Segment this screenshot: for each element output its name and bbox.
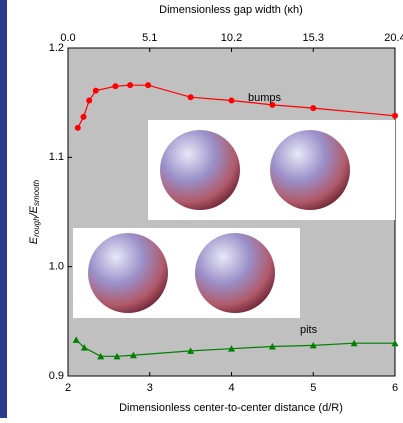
marker [188, 94, 194, 100]
y-label-part: /E [28, 205, 40, 217]
x-axis-label: Dimensionless center-to-center distance … [119, 402, 343, 414]
x2-tick-label: 20.4 [384, 32, 403, 44]
marker [86, 97, 92, 103]
side-strip [0, 0, 7, 418]
series-label: bumps [248, 92, 282, 104]
marker [127, 82, 133, 88]
series-label: pits [300, 324, 318, 336]
marker [229, 97, 235, 103]
y-axis-label: Erough/Esmooth [28, 179, 41, 244]
x-tick-label: 5 [310, 382, 316, 394]
x-tick-label: 2 [65, 382, 71, 394]
y-label-part: rough [32, 216, 41, 237]
sphere [160, 130, 240, 210]
y-tick-label: 0.9 [49, 370, 64, 382]
sphere [270, 130, 350, 210]
marker [93, 88, 99, 94]
marker [112, 83, 118, 89]
y-label-part: smooth [32, 179, 41, 206]
y-tick-label: 1.0 [49, 261, 64, 273]
marker [392, 113, 398, 119]
sphere [195, 233, 275, 313]
x-tick-label: 3 [147, 382, 153, 394]
x2-tick-label: 15.3 [303, 32, 324, 44]
marker [81, 114, 87, 120]
marker [310, 105, 316, 111]
y-tick-label: 1.1 [49, 151, 64, 163]
sphere [88, 233, 168, 313]
x-tick-label: 4 [228, 382, 234, 394]
chart: Dimensionless center-to-center distance … [0, 0, 403, 418]
x2-tick-label: 10.2 [221, 32, 242, 44]
x2-tick-label: 5.1 [142, 32, 157, 44]
marker [145, 82, 151, 88]
y-tick-label: 1.2 [49, 42, 64, 54]
marker [75, 125, 81, 131]
x2-axis-label: Dimensionless gap width (κh) [159, 4, 303, 16]
x-tick-label: 6 [392, 382, 398, 394]
